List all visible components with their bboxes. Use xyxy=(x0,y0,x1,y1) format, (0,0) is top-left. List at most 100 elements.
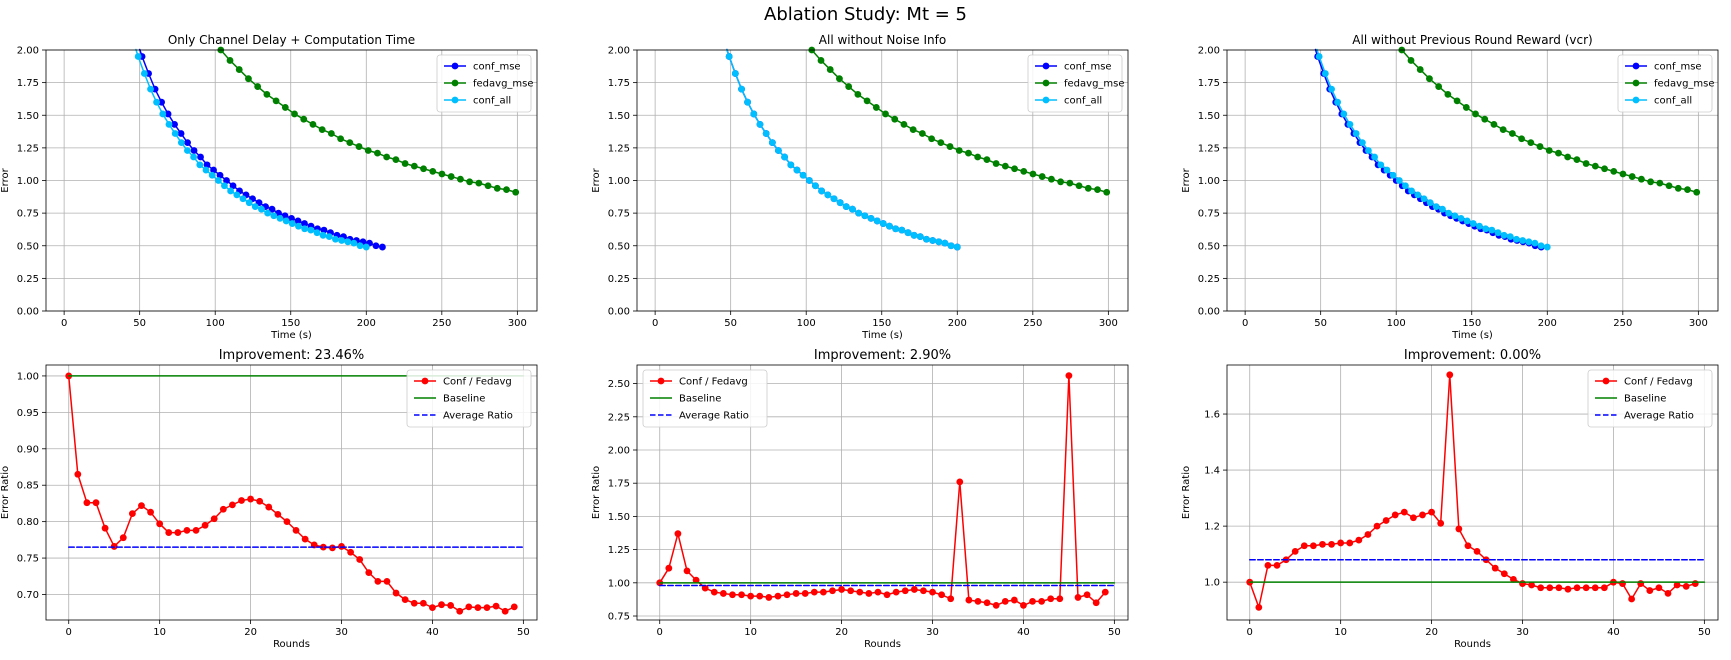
legend-swatch-marker xyxy=(1602,377,1610,385)
data-point xyxy=(1391,511,1399,519)
data-point xyxy=(1048,175,1055,183)
data-point xyxy=(512,188,520,196)
data-point xyxy=(1315,53,1323,60)
y-tick-label: 2.50 xyxy=(608,379,630,390)
legend-swatch-marker xyxy=(451,62,459,70)
y-tick-label: 0.90 xyxy=(17,444,39,455)
y-tick-label: 2.00 xyxy=(608,446,630,457)
data-point xyxy=(327,130,335,137)
data-point xyxy=(892,588,900,596)
data-point xyxy=(1437,519,1445,527)
series-conf-fedavg xyxy=(656,372,1109,609)
subplot-3: 0 50 100 150 200 250 300 0.00 0.25 0.50 0.75 1.00 1.… xyxy=(1181,33,1719,341)
data-point xyxy=(1337,539,1345,547)
data-point xyxy=(1409,514,1417,522)
data-point xyxy=(1473,547,1481,555)
data-point xyxy=(842,203,850,211)
data-point xyxy=(1682,582,1690,590)
data-point xyxy=(1555,584,1563,592)
y-tick-label: 1.50 xyxy=(608,512,630,523)
series-conf-fedavg xyxy=(1246,371,1699,611)
y-tick-label: 0.70 xyxy=(17,590,39,601)
data-point xyxy=(256,497,264,505)
legend-box xyxy=(1027,54,1123,113)
legend-entry-label: Conf / Fedavg xyxy=(443,377,512,388)
data-point xyxy=(830,195,838,203)
legend-swatch-marker xyxy=(451,96,459,104)
y-tick-label: 0.50 xyxy=(608,241,630,252)
data-point xyxy=(882,110,889,118)
data-point xyxy=(190,153,198,161)
data-point xyxy=(238,497,245,504)
data-point xyxy=(1508,130,1516,137)
data-point xyxy=(128,510,136,518)
data-point xyxy=(197,153,204,161)
legend-entry-label: fedavg_mse xyxy=(473,79,534,90)
data-point xyxy=(974,598,982,605)
data-point xyxy=(1491,564,1499,572)
data-point xyxy=(983,156,991,164)
x-tick-label: 100 xyxy=(206,318,225,329)
data-point xyxy=(992,160,1000,167)
data-point xyxy=(1029,170,1037,178)
data-point xyxy=(710,588,718,596)
data-point xyxy=(1519,580,1526,587)
x-tick-label: 20 xyxy=(244,627,257,638)
x-tick-label: 10 xyxy=(153,627,166,638)
data-point xyxy=(196,161,204,169)
data-point xyxy=(1047,595,1055,603)
y-tick-label: 1.50 xyxy=(17,111,39,122)
data-point xyxy=(1056,595,1064,603)
data-point xyxy=(1555,149,1562,157)
legend-swatch-marker xyxy=(1632,79,1640,87)
data-point xyxy=(838,586,845,593)
data-point xyxy=(910,586,918,593)
x-tick-label: 50 xyxy=(1698,627,1711,638)
data-point xyxy=(947,242,955,250)
data-point xyxy=(319,543,327,551)
legend: Conf / Fedavg Baseline Average Ratio xyxy=(406,369,532,428)
data-point xyxy=(74,470,82,478)
data-point xyxy=(295,222,302,230)
data-point xyxy=(1445,209,1453,217)
y-tick-label: 1.50 xyxy=(1198,111,1220,122)
data-point xyxy=(1582,584,1590,592)
data-point xyxy=(812,182,819,190)
x-tick-label: 150 xyxy=(281,318,300,329)
data-point xyxy=(891,115,899,123)
data-point xyxy=(731,70,739,77)
series-line-segment xyxy=(1059,374,1070,600)
data-point xyxy=(910,231,918,239)
data-point xyxy=(346,139,354,147)
legend-entry-label: conf_all xyxy=(1064,96,1102,107)
data-point xyxy=(1482,225,1490,233)
data-point xyxy=(1383,166,1391,174)
figure-title: Ablation Study: Mt = 5 xyxy=(764,4,967,25)
axes-frame xyxy=(636,364,1129,621)
data-point xyxy=(965,149,972,157)
data-point xyxy=(1619,580,1626,587)
data-point xyxy=(420,165,427,173)
legend: Conf / Fedavg Baseline Average Ratio xyxy=(1587,369,1713,428)
legend-swatch-marker xyxy=(1042,96,1050,104)
subplot-1: 0 50 100 150 200 250 300 0.00 0.25 0.50 0.75 1.00 1.… xyxy=(0,33,538,341)
data-point xyxy=(362,243,370,251)
data-point xyxy=(863,97,871,105)
data-point xyxy=(1488,226,1496,234)
data-point xyxy=(1029,598,1036,605)
data-point xyxy=(1020,167,1028,175)
data-point xyxy=(229,182,237,190)
legend-entry-label: conf_mse xyxy=(1654,62,1702,73)
data-point xyxy=(1358,139,1366,147)
y-axis-label: Error Ratio xyxy=(0,466,11,519)
y-tick-label: 1.00 xyxy=(608,578,630,589)
data-point xyxy=(1395,177,1403,184)
legend-swatch-marker xyxy=(1042,62,1050,70)
data-point xyxy=(466,178,474,186)
subplot-2: 0 50 100 150 200 250 300 0.00 0.25 0.50 0.75 1.00 1.… xyxy=(591,33,1129,341)
data-point xyxy=(318,126,326,134)
data-point xyxy=(861,212,869,220)
legend-entry-label: conf_all xyxy=(1654,96,1692,107)
data-point xyxy=(1291,547,1299,555)
data-point xyxy=(492,602,500,610)
